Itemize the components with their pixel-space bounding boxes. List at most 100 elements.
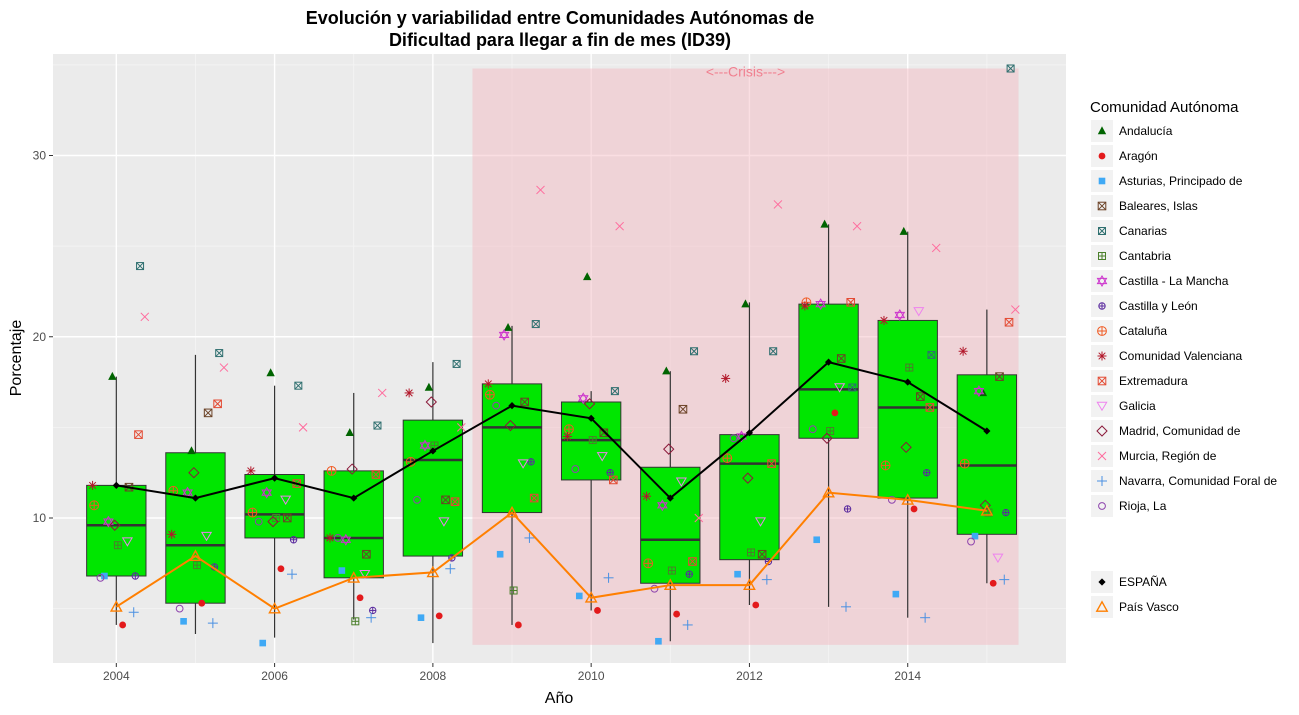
point-galicia-2004 <box>121 537 133 547</box>
boxplot-2012 <box>719 302 780 605</box>
point-comunidad-valenciana-2009 <box>483 379 493 389</box>
point-arag-n-2005 <box>198 599 206 607</box>
point-extremadura-2010 <box>609 475 618 485</box>
legend-label: País Vasco <box>1119 600 1179 614</box>
point-galicia-2007 <box>359 569 371 580</box>
line-espa-a <box>116 361 988 500</box>
point-murcia-regi-n-de-2006 <box>298 423 308 432</box>
point-cantabria-2007 <box>351 617 360 626</box>
point-rioja-la-2014 <box>887 495 896 504</box>
point-baleares-islas-2007 <box>362 549 371 559</box>
point-comunidad-valenciana-2014 <box>879 315 889 325</box>
point-navarra-comunidad-foral-de-2011 <box>682 619 693 630</box>
line-point-2004 <box>112 481 120 489</box>
point-castilla-y-le-n-2004 <box>131 572 140 580</box>
point-asturias-principado-de-2011 <box>655 637 662 645</box>
point-rioja-la-2015 <box>967 537 975 546</box>
point-galicia-2013 <box>834 383 846 393</box>
point-extremadura-2014 <box>925 403 935 412</box>
point-castilla-y-le-n-2011 <box>685 570 693 578</box>
data-points <box>88 64 1020 647</box>
point-murcia-regi-n-de-2005 <box>219 363 229 372</box>
chart-title-line2: Dificultad para llegar a fin de mes (ID3… <box>389 30 731 50</box>
point-catalu-a-2011 <box>643 558 654 569</box>
legend-key-symbol <box>1098 177 1106 185</box>
point-catalu-a-2007 <box>326 465 337 476</box>
point-comunidad-valenciana-2004 <box>88 480 98 490</box>
point-murcia-regi-n-de-2011 <box>694 513 704 523</box>
legend-key-bg <box>1091 495 1113 517</box>
line-point-2005 <box>189 549 202 561</box>
legend-key-bg <box>1091 270 1113 292</box>
point-murcia-regi-n-de-2007 <box>377 388 387 398</box>
point-madrid-comunidad-de-2012 <box>742 472 754 484</box>
point-rioja-la-2009 <box>492 401 501 410</box>
box-body <box>86 484 147 577</box>
boxplot-2005 <box>165 354 226 634</box>
point-canarias-2008 <box>452 359 461 368</box>
legend-key-symbol <box>1097 326 1107 336</box>
x-tick-label: 2012 <box>736 669 763 683</box>
point-rioja-la-2010 <box>571 465 580 473</box>
x-axis-label: Año <box>545 690 574 707</box>
legend-key-symbol <box>1096 425 1108 437</box>
point-canarias-2005 <box>215 349 224 358</box>
line-point-2010 <box>587 414 595 422</box>
line-point-2014 <box>901 493 915 505</box>
box-body <box>402 419 464 557</box>
y-tick-label: 20 <box>33 330 47 344</box>
legend-label: Andalucía <box>1119 124 1173 138</box>
point-asturias-principado-de-2014 <box>892 590 900 598</box>
point-rioja-la-2004 <box>96 573 105 582</box>
point-galicia-2006 <box>280 495 292 506</box>
boxplot-2013 <box>798 224 859 607</box>
point-castilla-la-mancha-2010 <box>577 392 589 405</box>
point-baleares-islas-2013 <box>836 354 846 363</box>
point-comunidad-valenciana-2006 <box>246 466 256 476</box>
point-comunidad-valenciana-2013 <box>800 301 810 311</box>
y-tick-label: 10 <box>33 511 47 525</box>
point-castilla-y-le-n-2006 <box>289 536 298 544</box>
point-cantabria-2011 <box>667 566 676 575</box>
point-comunidad-valenciana-2010 <box>562 431 572 441</box>
point-madrid-comunidad-de-2008 <box>425 396 437 408</box>
point-andaluc-a-2008 <box>424 382 434 391</box>
point-murcia-regi-n-de-2012 <box>773 200 783 209</box>
point-andaluc-a-2005 <box>187 446 196 455</box>
point-madrid-comunidad-de-2011 <box>663 443 675 455</box>
line-point-2013 <box>822 485 835 498</box>
point-castilla-la-mancha-2014 <box>894 309 906 321</box>
legend-key-symbol <box>1097 476 1107 486</box>
line-point-2013 <box>824 358 833 366</box>
point-andaluc-a-2010 <box>582 272 592 281</box>
point-madrid-comunidad-de-2010 <box>583 398 596 410</box>
point-asturias-principado-de-2005 <box>180 618 187 625</box>
legend-key-symbol <box>1096 275 1108 287</box>
line-point-2005 <box>191 494 200 502</box>
point-cantabria-2005 <box>193 561 202 570</box>
legend-label: Murcia, Región de <box>1119 449 1217 463</box>
point-cantabria-2004 <box>113 541 122 550</box>
point-cantabria-2014 <box>905 363 914 372</box>
point-madrid-comunidad-de-2009 <box>504 419 517 432</box>
point-baleares-islas-2011 <box>678 404 688 414</box>
point-castilla-y-le-n-2013 <box>843 505 852 513</box>
line-point-2008 <box>429 447 437 455</box>
point-galicia-2012 <box>754 517 767 527</box>
point-rioja-la-2012 <box>729 434 738 443</box>
point-castilla-la-mancha-2004 <box>103 515 114 528</box>
point-canarias-2014 <box>927 350 936 359</box>
point-baleares-islas-2008 <box>441 495 450 505</box>
legend-label: Navarra, Comunidad Foral de <box>1119 474 1277 488</box>
x-tick-label: 2008 <box>420 669 447 683</box>
point-castilla-la-mancha-2007 <box>340 533 352 546</box>
point-extremadura-2004 <box>134 430 143 439</box>
point-andaluc-a-2004 <box>108 371 117 380</box>
point-navarra-comunidad-foral-de-2013 <box>840 601 851 612</box>
point-castilla-la-mancha-2008 <box>419 439 431 452</box>
point-navarra-comunidad-foral-de-2004 <box>128 607 139 618</box>
legend-key-symbol <box>1097 126 1107 135</box>
legend: Comunidad Autónoma Andalucía Aragón Asturi… <box>1090 99 1277 618</box>
line-point-2009 <box>505 505 519 518</box>
